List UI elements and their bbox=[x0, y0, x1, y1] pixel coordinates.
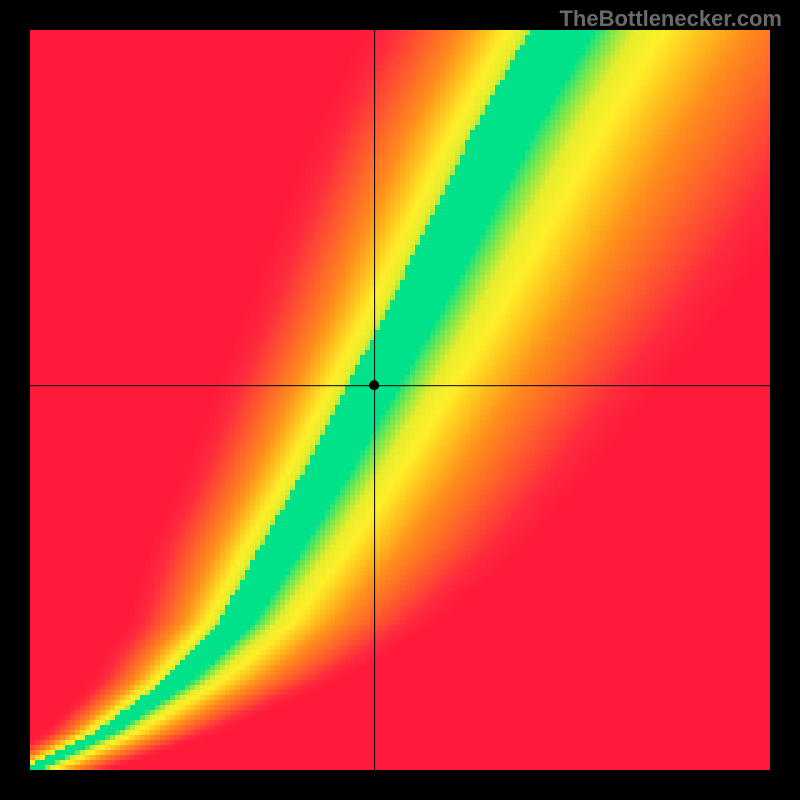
bottleneck-heatmap bbox=[0, 0, 800, 800]
chart-container: TheBottlenecker.com bbox=[0, 0, 800, 800]
watermark-text: TheBottlenecker.com bbox=[559, 6, 782, 32]
